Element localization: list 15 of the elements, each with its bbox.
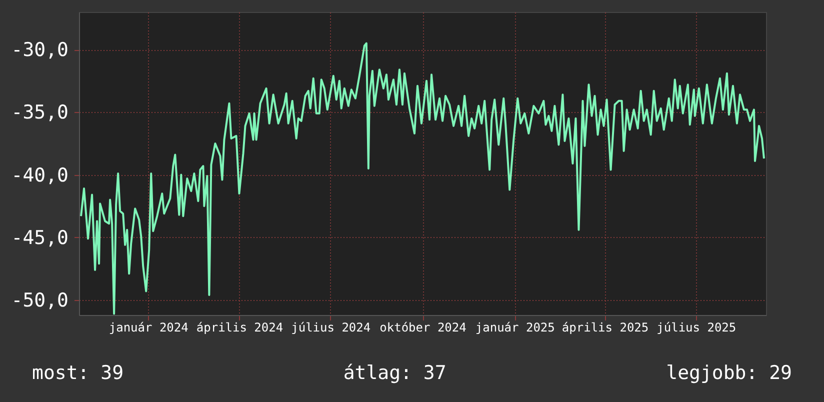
text: átlag: 37 bbox=[343, 362, 446, 384]
x-tick-label: január 2025 bbox=[475, 320, 555, 334]
y-tick-label: -40,0 bbox=[11, 164, 68, 186]
y-tick-label: -35,0 bbox=[11, 102, 68, 124]
x-tick-label: október 2024 bbox=[380, 320, 466, 334]
x-tick-label: július 2025 bbox=[656, 320, 736, 334]
text: most: 39 bbox=[32, 362, 124, 384]
y-tick-label: -45,0 bbox=[11, 226, 68, 249]
y-tick-label: -30,0 bbox=[11, 39, 68, 62]
x-tick-label: január 2024 bbox=[108, 320, 188, 334]
y-tick-label: -50,0 bbox=[11, 289, 68, 312]
x-tick-label: április 2024 bbox=[196, 320, 284, 334]
x-tick-label: július 2024 bbox=[291, 320, 371, 334]
text: legjobb: 29 bbox=[666, 362, 792, 384]
x-tick-label: április 2025 bbox=[562, 320, 649, 334]
